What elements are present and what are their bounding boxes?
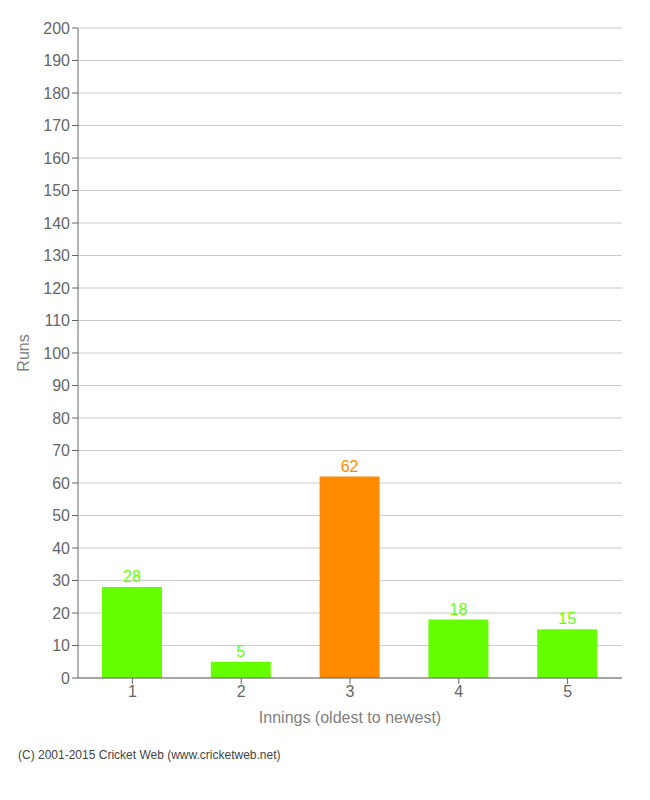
svg-text:Runs: Runs bbox=[15, 334, 32, 371]
svg-text:190: 190 bbox=[43, 52, 70, 69]
svg-text:10: 10 bbox=[52, 637, 70, 654]
svg-text:140: 140 bbox=[43, 215, 70, 232]
svg-text:1: 1 bbox=[128, 683, 137, 700]
svg-text:100: 100 bbox=[43, 345, 70, 362]
svg-text:60: 60 bbox=[52, 475, 70, 492]
svg-text:70: 70 bbox=[52, 442, 70, 459]
svg-text:170: 170 bbox=[43, 117, 70, 134]
svg-text:15: 15 bbox=[558, 610, 576, 627]
svg-text:Innings (oldest to newest): Innings (oldest to newest) bbox=[259, 709, 441, 726]
html-text:(C) 2001-2015 Cricket Web (www: (C) 2001-2015 Cricket Web (www.cricketwe… bbox=[18, 748, 281, 762]
svg-text:2: 2 bbox=[237, 683, 246, 700]
svg-text:80: 80 bbox=[52, 410, 70, 427]
svg-text:150: 150 bbox=[43, 182, 70, 199]
svg-text:0: 0 bbox=[61, 670, 70, 687]
svg-text:28: 28 bbox=[123, 568, 141, 585]
svg-text:18: 18 bbox=[450, 601, 468, 618]
svg-text:20: 20 bbox=[52, 605, 70, 622]
svg-text:5: 5 bbox=[563, 683, 572, 700]
svg-text:3: 3 bbox=[346, 683, 355, 700]
svg-text:120: 120 bbox=[43, 280, 70, 297]
svg-text:110: 110 bbox=[44, 312, 70, 329]
svg-text:4: 4 bbox=[454, 683, 463, 700]
svg-text:30: 30 bbox=[52, 572, 70, 589]
svg-text:5: 5 bbox=[236, 643, 245, 660]
svg-text:50: 50 bbox=[52, 507, 70, 524]
svg-text:160: 160 bbox=[43, 150, 70, 167]
svg-text:90: 90 bbox=[52, 377, 70, 394]
svg-text:130: 130 bbox=[43, 247, 70, 264]
svg-text:62: 62 bbox=[341, 458, 359, 475]
svg-text:40: 40 bbox=[52, 540, 70, 557]
svg-text:200: 200 bbox=[43, 20, 70, 37]
svg-text:180: 180 bbox=[43, 85, 70, 102]
